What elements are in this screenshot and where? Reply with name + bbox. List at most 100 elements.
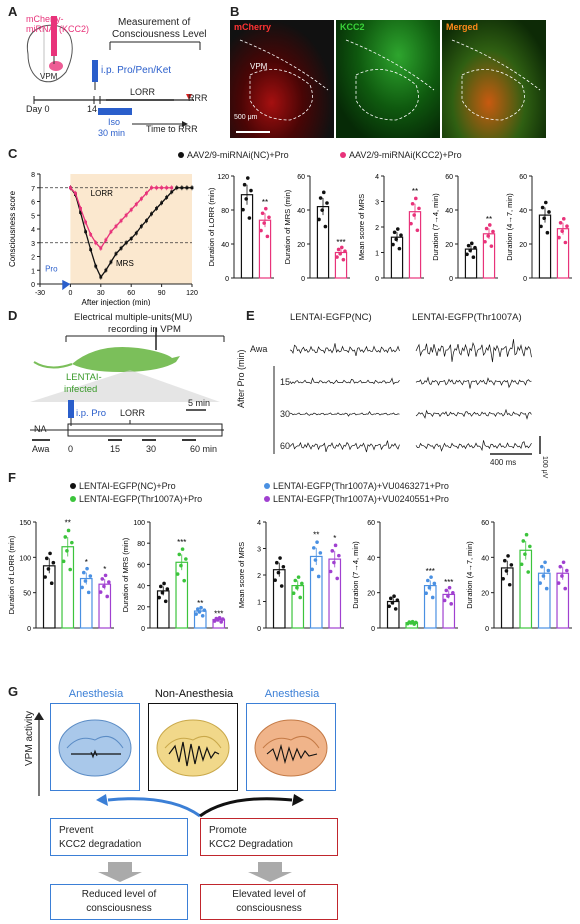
data-point (557, 235, 561, 240)
panel-letter-f: F (8, 470, 16, 485)
y-tick-label: 8 (31, 172, 35, 179)
data-point (394, 237, 399, 242)
data-point (180, 186, 184, 190)
panel-letter-c: C (8, 146, 18, 161)
data-point (145, 191, 148, 195)
bar-Thr1007A (519, 549, 533, 629)
trace-nc-1 (289, 377, 400, 385)
panel-a-day0: Day 0 (26, 104, 50, 114)
y-tick-label: 80 (137, 541, 145, 548)
data-point (182, 578, 187, 583)
data-point (160, 186, 163, 190)
data-point (245, 176, 250, 180)
pro-arrow-icon (62, 279, 71, 291)
data-point (219, 620, 224, 624)
legend-c-nc: AAV2/9-miRNAi(NC)+Pro (178, 150, 289, 160)
data-point (519, 562, 524, 567)
reduced-line-1: Reduced level of (81, 889, 157, 900)
data-point (465, 252, 469, 257)
y-tick-label: 40 (297, 208, 305, 215)
data-point (81, 570, 86, 575)
data-point (323, 224, 328, 229)
data-point (390, 601, 395, 605)
data-point (483, 239, 487, 244)
y-axis-label: Duration (7→4, min) (431, 193, 440, 261)
y-tick-label: 40 (519, 208, 527, 215)
brain-box-left: Anesthesia (50, 688, 140, 791)
significance-label: *** (426, 567, 435, 576)
panel-d-tick-0: 0 (68, 444, 74, 454)
data-point (202, 608, 207, 612)
data-point (547, 210, 551, 214)
panel-a-iso: Iso (108, 117, 121, 127)
significance-label: *** (444, 578, 453, 587)
chart-c-dur-47: 0 20 40 60 Duration (4→7, min) (505, 174, 572, 283)
panel-e-col-mut: LENTAI-EGFP(Thr1007A) (412, 312, 522, 323)
panel-d-title-1: Electrical multiple-units(MU) (74, 312, 193, 323)
legend-f-3: LENTAI-EGFP(Thr1007A)+VU0240551+Pro (264, 494, 449, 504)
data-point (74, 191, 77, 195)
data-point (395, 227, 400, 231)
y-tick-label: 120 (217, 174, 229, 181)
data-point (179, 563, 183, 568)
data-point (170, 186, 174, 190)
label-anesthesia-right: Anesthesia (264, 688, 320, 700)
y-tick-label: 1 (31, 268, 35, 275)
data-point (300, 581, 304, 586)
panel-d-diagram (30, 328, 225, 441)
data-point (501, 576, 505, 581)
data-point (318, 551, 323, 555)
data-point (539, 224, 543, 229)
y-tick-label: 0 (523, 276, 527, 283)
data-point (145, 219, 148, 223)
panel-a-vpm-label: VPM (40, 72, 58, 81)
data-point (491, 229, 495, 234)
bar-VU0240551 (328, 558, 342, 629)
panel-d-infected-1: LENTAI- (66, 372, 102, 383)
panel-e-after-pro: After Pro (min) (236, 349, 246, 408)
data-point (392, 230, 397, 235)
data-point (486, 234, 491, 238)
data-point (341, 257, 346, 262)
y-tick-label: 60 (445, 174, 453, 181)
trace-nc-3 (289, 440, 400, 453)
data-point (160, 590, 165, 595)
data-point (487, 223, 492, 227)
panel-a-day14: 14 (87, 104, 98, 114)
data-point (165, 195, 169, 199)
significance-label: * (333, 534, 336, 543)
data-point (311, 546, 316, 550)
label-non-anesthesia: Non-Anesthesia (154, 688, 234, 700)
y-tick-label: 40 (221, 242, 229, 249)
data-point (296, 575, 301, 579)
data-point (109, 260, 113, 264)
data-point (397, 246, 402, 251)
brain-blue-icon (58, 719, 132, 777)
data-point (247, 216, 252, 220)
box-reduced: Reduced level of consciousness (50, 884, 188, 920)
legend-f-2: LENTAI-EGFP(Thr1007A)+VU0463271+Pro (264, 481, 449, 491)
data-point (194, 612, 198, 616)
y-tick-label: 0 (31, 282, 35, 289)
panel-a-measurement-1: Measurement of (118, 17, 191, 28)
y-tick-label: 40 (137, 584, 145, 591)
data-point (563, 586, 568, 591)
box-elevated: Elevated level of consciousness (200, 884, 338, 920)
data-point (335, 255, 339, 259)
bar-NC (538, 214, 552, 279)
data-point (393, 607, 398, 611)
panel-letter-b: B (230, 4, 240, 19)
bar-Thr1007A (61, 546, 75, 629)
data-point (538, 581, 542, 585)
y-tick-label: 0 (375, 276, 379, 283)
brain-orange-icon (254, 719, 328, 777)
label-mcherry: mCherry (234, 22, 272, 32)
data-point (89, 248, 93, 252)
legend-f-0: LENTAI-EGFP(NC)+Pro (70, 481, 176, 491)
panel-d-infected-2: infected (64, 384, 98, 395)
data-point (540, 205, 545, 210)
significance-label: ** (313, 531, 319, 540)
data-point (241, 207, 245, 212)
y-tick-label: 20 (297, 242, 305, 249)
image-merged (442, 20, 546, 138)
